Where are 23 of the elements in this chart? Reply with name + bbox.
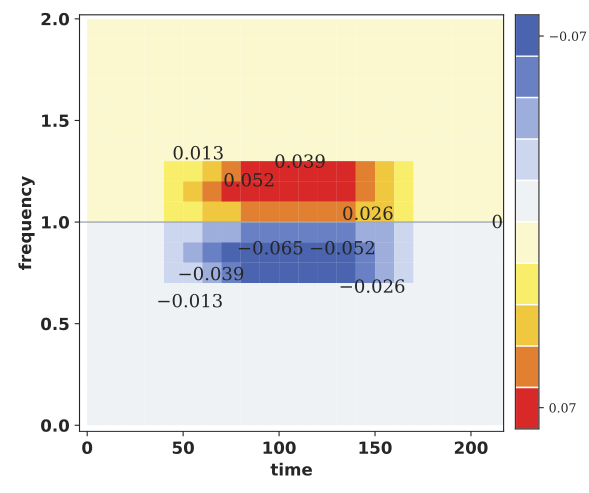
- annotation: −0.013: [158, 294, 222, 308]
- annotation: 0.013: [174, 146, 223, 160]
- annotation: −0.052: [310, 240, 374, 255]
- x-tick-label: 150: [360, 441, 392, 454]
- annotation: 0.026: [343, 206, 393, 220]
- annotation: 0.052: [224, 173, 274, 187]
- color-bar-label: 0.07: [549, 403, 576, 413]
- y-axis-title: frequency: [18, 176, 35, 270]
- x-axis-title: time: [270, 462, 312, 476]
- x-tick-label: 100: [264, 441, 296, 454]
- annotation: −0.039: [179, 266, 244, 280]
- y-tick-label: 0.0: [41, 419, 69, 432]
- color-bar-label: −0.07: [550, 32, 586, 41]
- x-tick-label: 0: [82, 441, 92, 454]
- x-tick-label: 50: [172, 441, 194, 454]
- y-tick-label: 2.0: [42, 12, 69, 26]
- x-tick-label: 200: [454, 441, 488, 454]
- annotation: −0.065: [238, 240, 302, 255]
- y-tick-label: 1.0: [42, 216, 69, 229]
- y-tick-label: 0.5: [41, 318, 69, 330]
- annotation: 0: [492, 214, 502, 228]
- y-tick-label: 1.5: [42, 114, 69, 128]
- annotation: −0.026: [340, 279, 404, 293]
